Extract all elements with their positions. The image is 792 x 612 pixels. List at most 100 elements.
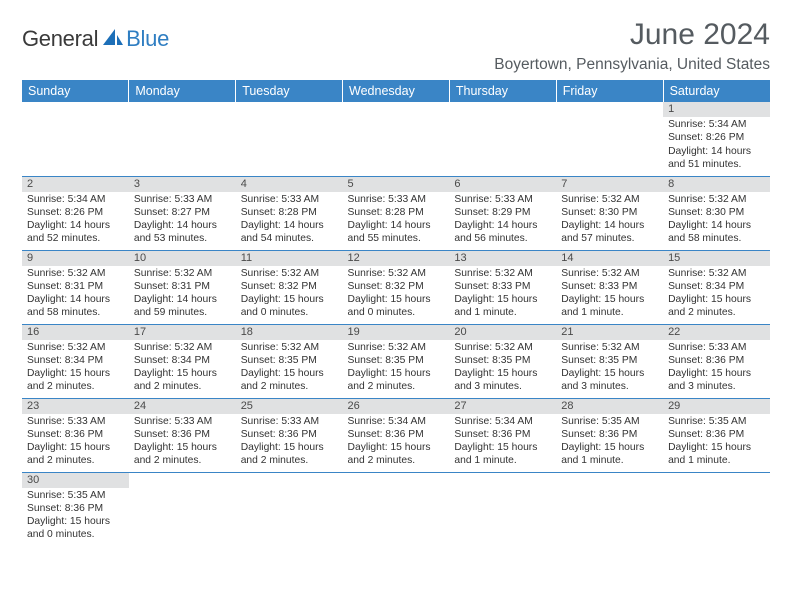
day-line: Sunset: 8:31 PM [27,281,124,294]
day-line: Sunrise: 5:32 AM [348,268,445,281]
day-line: Sunset: 8:32 PM [241,281,338,294]
day-details: Sunrise: 5:32 AMSunset: 8:30 PMDaylight:… [663,194,770,248]
day-details: Sunrise: 5:32 AMSunset: 8:31 PMDaylight:… [22,268,129,322]
calendar-row: 9Sunrise: 5:32 AMSunset: 8:31 PMDaylight… [22,250,770,324]
day-details: Sunrise: 5:33 AMSunset: 8:36 PMDaylight:… [22,416,129,470]
calendar-cell: 27Sunrise: 5:34 AMSunset: 8:36 PMDayligh… [449,398,556,472]
day-line: Daylight: 14 hours [27,220,124,233]
day-details: Sunrise: 5:33 AMSunset: 8:29 PMDaylight:… [449,194,556,248]
day-details: Sunrise: 5:33 AMSunset: 8:28 PMDaylight:… [236,194,343,248]
day-number: 25 [236,399,343,414]
day-number: 27 [449,399,556,414]
calendar-cell: 10Sunrise: 5:32 AMSunset: 8:31 PMDayligh… [129,250,236,324]
day-line: Sunrise: 5:34 AM [454,416,551,429]
weekday-header: Monday [129,80,236,102]
day-line: Sunrise: 5:32 AM [668,268,765,281]
day-number: 24 [129,399,236,414]
day-number: 22 [663,325,770,340]
day-line: Daylight: 15 hours [668,442,765,455]
day-line: and 1 minute. [561,455,658,468]
calendar-cell: 28Sunrise: 5:35 AMSunset: 8:36 PMDayligh… [556,398,663,472]
day-number: 9 [22,251,129,266]
calendar-cell: 20Sunrise: 5:32 AMSunset: 8:35 PMDayligh… [449,324,556,398]
logo-word1: General [22,26,98,52]
day-number: 10 [129,251,236,266]
calendar-cell: 21Sunrise: 5:32 AMSunset: 8:35 PMDayligh… [556,324,663,398]
day-details: Sunrise: 5:32 AMSunset: 8:32 PMDaylight:… [236,268,343,322]
calendar-cell: 13Sunrise: 5:32 AMSunset: 8:33 PMDayligh… [449,250,556,324]
day-line: Sunset: 8:30 PM [561,207,658,220]
day-line: Daylight: 15 hours [668,294,765,307]
day-details: Sunrise: 5:33 AMSunset: 8:36 PMDaylight:… [236,416,343,470]
day-line: and 0 minutes. [348,307,445,320]
calendar-cell: 29Sunrise: 5:35 AMSunset: 8:36 PMDayligh… [663,398,770,472]
day-line: Sunrise: 5:35 AM [561,416,658,429]
day-line: Daylight: 14 hours [454,220,551,233]
day-line: Sunset: 8:32 PM [348,281,445,294]
day-line: Sunrise: 5:32 AM [561,194,658,207]
day-line: Daylight: 14 hours [134,294,231,307]
day-line: Daylight: 15 hours [27,442,124,455]
day-number: 14 [556,251,663,266]
day-line: and 1 minute. [454,455,551,468]
day-line: Sunset: 8:36 PM [561,429,658,442]
calendar-cell: 2Sunrise: 5:34 AMSunset: 8:26 PMDaylight… [22,176,129,250]
day-line: and 3 minutes. [454,381,551,394]
calendar-cell: 23 Sunrise: 5:33 AMSunset: 8:36 PMDayligh… [22,398,129,472]
day-line: Daylight: 15 hours [561,442,658,455]
day-line: and 2 minutes. [134,455,231,468]
day-line: Sunrise: 5:32 AM [668,194,765,207]
calendar-cell [129,102,236,176]
weekday-header: Tuesday [236,80,343,102]
weekday-header: Wednesday [343,80,450,102]
day-number: 16 [22,325,129,340]
calendar-cell: 12Sunrise: 5:32 AMSunset: 8:32 PMDayligh… [343,250,450,324]
day-line: Sunset: 8:36 PM [668,355,765,368]
day-line: Sunrise: 5:32 AM [241,342,338,355]
day-details: Sunrise: 5:32 AMSunset: 8:30 PMDaylight:… [556,194,663,248]
day-line: Sunset: 8:28 PM [241,207,338,220]
day-number: 23 [22,399,129,414]
day-line: Sunset: 8:31 PM [134,281,231,294]
day-line: Sunset: 8:36 PM [27,503,124,516]
calendar-cell [129,472,236,546]
day-line: and 2 minutes. [27,455,124,468]
day-line: and 1 minute. [454,307,551,320]
day-line: Sunset: 8:35 PM [241,355,338,368]
calendar-cell: 26Sunrise: 5:34 AMSunset: 8:36 PMDayligh… [343,398,450,472]
day-line: Daylight: 14 hours [668,146,765,159]
day-line: and 52 minutes. [27,233,124,246]
day-line: Sunset: 8:35 PM [561,355,658,368]
calendar-table: SundayMondayTuesdayWednesdayThursdayFrid… [22,80,770,546]
weekday-header: Sunday [22,80,129,102]
day-line: and 57 minutes. [561,233,658,246]
day-line: Daylight: 15 hours [27,516,124,529]
day-number: 11 [236,251,343,266]
header: General Blue June 2024 Boyertown, Pennsy… [22,18,770,74]
day-details: Sunrise: 5:33 AMSunset: 8:36 PMDaylight:… [663,342,770,396]
day-line: Sunset: 8:36 PM [241,429,338,442]
day-line: Sunset: 8:29 PM [454,207,551,220]
day-line: Sunrise: 5:33 AM [668,342,765,355]
day-line: Daylight: 15 hours [241,368,338,381]
day-line: Sunrise: 5:32 AM [27,268,124,281]
day-line: Sunrise: 5:32 AM [348,342,445,355]
location: Boyertown, Pennsylvania, United States [494,56,770,74]
day-line: Daylight: 14 hours [348,220,445,233]
day-line: Daylight: 15 hours [668,368,765,381]
day-line: Sunset: 8:30 PM [668,207,765,220]
day-line: Sunset: 8:35 PM [454,355,551,368]
day-line: Daylight: 14 hours [668,220,765,233]
calendar-row: 2Sunrise: 5:34 AMSunset: 8:26 PMDaylight… [22,176,770,250]
day-line: and 3 minutes. [668,381,765,394]
day-details: Sunrise: 5:32 AMSunset: 8:33 PMDaylight:… [556,268,663,322]
title-block: June 2024 Boyertown, Pennsylvania, Unite… [494,18,770,74]
calendar-cell: 15Sunrise: 5:32 AMSunset: 8:34 PMDayligh… [663,250,770,324]
calendar-cell: 25 Sunrise: 5:33 AMSunset: 8:36 PMDayligh… [236,398,343,472]
day-line: and 0 minutes. [27,529,124,542]
day-line: and 1 minute. [668,455,765,468]
day-number: 15 [663,251,770,266]
calendar-cell: 22 Sunrise: 5:33 AMSunset: 8:36 PMDayligh… [663,324,770,398]
calendar-cell [663,472,770,546]
day-details: Sunrise: 5:32 AMSunset: 8:35 PMDaylight:… [236,342,343,396]
